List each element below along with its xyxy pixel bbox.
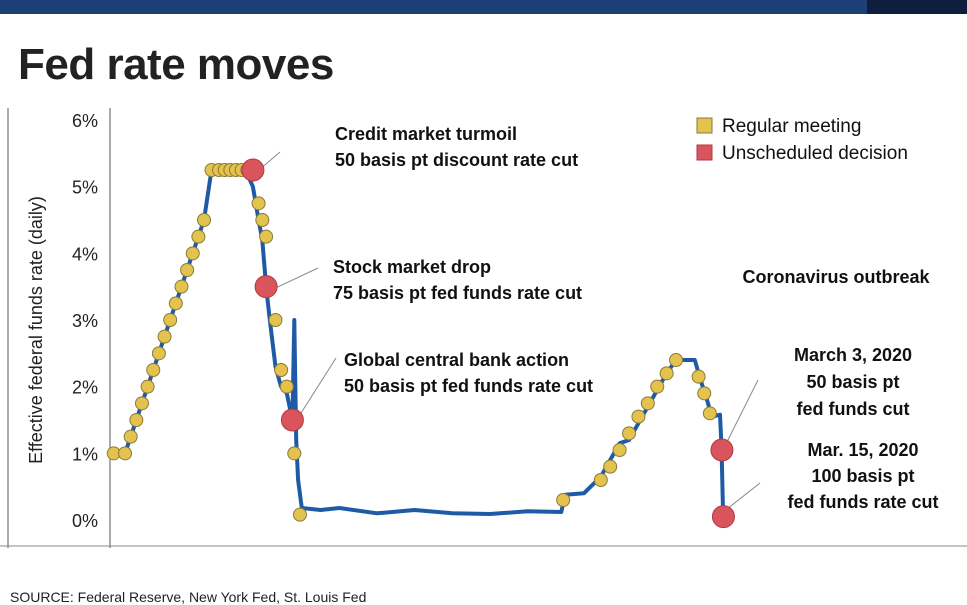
unscheduled-decision-marker — [710, 438, 734, 462]
regular-meeting-marker — [697, 386, 712, 401]
annotation-text-corona: Coronavirus outbreak — [742, 267, 930, 287]
unscheduled-decision-marker — [254, 275, 278, 299]
unscheduled-decision-marker — [280, 408, 304, 432]
chart-title: Fed rate moves — [18, 40, 334, 89]
y-axis-label: Effective federal funds rate (daily) — [26, 196, 46, 464]
annotation-text-credit: Credit market turmoil — [335, 124, 517, 144]
y-tick-label: 4% — [72, 244, 98, 264]
regular-meeting-marker — [180, 263, 195, 277]
regular-meeting-marker — [146, 363, 161, 377]
chart-svg: 0%1%2%3%4%5%6%2008201320182023Effective … — [0, 108, 967, 548]
annotation-text-march3: 50 basis pt — [806, 372, 899, 392]
regular-meeting-marker — [556, 493, 571, 507]
annotation-pointer — [727, 482, 761, 510]
regular-meeting-marker — [292, 507, 307, 522]
y-tick-label: 3% — [72, 311, 98, 331]
regular-meeting-marker — [603, 459, 618, 474]
annotation-pointer — [299, 357, 337, 415]
regular-meeting-marker — [268, 313, 283, 327]
regular-meeting-marker — [157, 329, 172, 344]
annotation-text-march15: Mar. 15, 2020 — [807, 440, 918, 460]
source-note: SOURCE: Federal Reserve, New York Fed, S… — [10, 589, 367, 605]
regular-meeting-marker — [691, 369, 706, 384]
legend-swatch-unscheduled — [696, 144, 713, 161]
annotation-text-global: Global central bank action — [344, 350, 569, 370]
unscheduled-decision-marker — [241, 158, 265, 182]
regular-meeting-marker — [650, 379, 665, 394]
regular-meeting-marker — [174, 279, 189, 294]
top-banner-bar — [0, 0, 967, 14]
regular-meeting-marker — [255, 213, 270, 227]
regular-meeting-marker — [163, 313, 178, 327]
annotation-text-stock: Stock market drop — [333, 257, 491, 277]
annotation-text-march3: fed funds cut — [797, 399, 910, 419]
y-tick-label: 1% — [72, 444, 98, 464]
regular-meeting-marker — [287, 446, 302, 461]
regular-meeting-marker — [118, 446, 133, 461]
regular-meeting-marker — [191, 229, 206, 244]
annotation-text-global: 50 basis pt fed funds rate cut — [344, 376, 593, 396]
regular-meeting-marker — [593, 473, 608, 487]
regular-meeting-marker — [259, 229, 274, 244]
regular-meeting-marker — [168, 296, 183, 311]
annotation-text-march15: 100 basis pt — [811, 466, 914, 486]
annotation-text-march3: March 3, 2020 — [794, 345, 912, 365]
unscheduled-decision-marker — [711, 505, 735, 529]
top-banner-corner — [867, 0, 967, 14]
y-tick-label: 6% — [72, 111, 98, 131]
regular-meeting-marker — [197, 213, 212, 227]
regular-meeting-marker — [631, 409, 646, 424]
regular-meeting-marker — [659, 366, 674, 381]
regular-meeting-marker — [140, 379, 155, 394]
regular-meeting-marker — [622, 426, 637, 441]
y-tick-label: 0% — [72, 511, 98, 531]
regular-meeting-marker — [702, 406, 717, 421]
annotation-text-stock: 75 basis pt fed funds rate cut — [333, 283, 582, 303]
regular-meeting-marker — [123, 429, 138, 444]
legend-label-regular: Regular meeting — [722, 116, 861, 137]
y-tick-label: 5% — [72, 178, 98, 198]
regular-meeting-marker — [279, 379, 294, 394]
regular-meeting-marker — [669, 353, 684, 367]
regular-meeting-marker — [251, 196, 266, 211]
chart-area: 0%1%2%3%4%5%6%2008201320182023Effective … — [0, 108, 967, 548]
annotation-text-march15: fed funds rate cut — [787, 492, 938, 512]
regular-meeting-marker — [274, 363, 289, 377]
y-tick-label: 2% — [72, 378, 98, 398]
annotation-pointer — [727, 379, 759, 441]
annotation-text-credit: 50 basis pt discount rate cut — [335, 150, 578, 170]
regular-meeting-marker — [134, 396, 149, 411]
regular-meeting-marker — [129, 413, 144, 427]
regular-meeting-marker — [612, 443, 627, 457]
legend-swatch-regular — [696, 117, 713, 134]
regular-meeting-marker — [151, 346, 166, 361]
legend-label-unscheduled: Unscheduled decision — [722, 143, 908, 164]
regular-meeting-marker — [185, 246, 200, 261]
annotation-pointer — [273, 267, 319, 290]
regular-meeting-marker — [640, 396, 655, 411]
